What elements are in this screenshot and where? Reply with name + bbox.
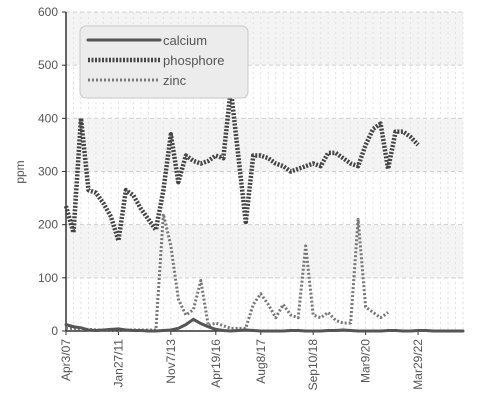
y-tick-label: 300	[38, 165, 58, 179]
x-tick-labels: Apr3/07 Jan27/11 Nov7/13 Apr19/16 Aug8/17 Sep…	[59, 339, 425, 391]
grid-band	[66, 118, 463, 172]
y-tick-label: 400	[38, 111, 58, 125]
y-tick-label: 200	[38, 218, 58, 232]
x-tick-label: Nov7/13	[164, 339, 178, 384]
x-tick-label: Jan27/11	[111, 339, 125, 388]
legend-label-zinc: zinc	[163, 73, 187, 88]
y-tick-label: 100	[38, 271, 58, 285]
x-tick-label: Apr19/16	[209, 339, 223, 388]
series-line-phosphore	[63, 86, 420, 243]
series-lines	[63, 86, 465, 333]
y-tick-labels: 0 100 200 300 400 500 600	[38, 5, 58, 338]
x-tick-label: Mar9/20	[359, 339, 373, 383]
y-tick-label: 600	[38, 5, 58, 19]
x-tick-label: Mar29/22	[411, 339, 425, 390]
series-line-calcium	[64, 317, 465, 333]
grid-band	[66, 224, 463, 278]
legend-label-calcium: calcium	[163, 33, 207, 48]
y-axis-title: ppm	[13, 160, 27, 183]
y-tick-label: 500	[38, 58, 58, 72]
x-tick-label: Apr3/07	[59, 339, 73, 381]
x-tick-label: Aug8/17	[254, 339, 268, 384]
legend: calcium phosphore zinc	[79, 25, 249, 99]
legend-label-phosphore: phosphore	[163, 53, 224, 68]
x-tick-label: Sep10/18	[306, 339, 320, 391]
y-tick-label: 0	[51, 324, 58, 338]
